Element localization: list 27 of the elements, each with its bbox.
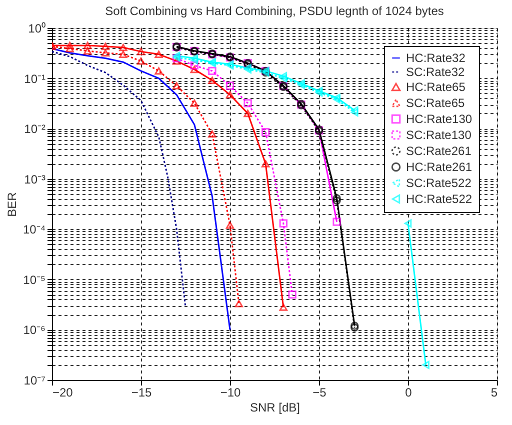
legend-label: SC:Rate32 [406,65,466,79]
y-tick-label: 10⁰ [28,22,46,36]
x-tick-label: 0 [405,386,412,400]
y-tick-label: 10⁻⁶ [23,323,46,338]
legend-label: HC:Rate65 [406,80,466,94]
legend-label: SC:Rate65 [406,96,466,110]
legend-label: SC:Rate130 [406,128,472,142]
y-tick-label: 10⁻⁵ [23,272,46,287]
chart-title: Soft Combining vs Hard Combining, PSDU legnth of 1024 bytes [105,4,444,18]
y-axis-title: BER [4,192,19,217]
y-tick-label: 10⁻³ [24,172,46,186]
x-tick-label: −10 [220,386,241,400]
legend-label: SC:Rate261 [406,144,472,158]
x-tick-label: −5 [312,386,327,400]
legend-label: SC:Rate522 [406,176,472,190]
x-tick-label: −20 [52,386,74,400]
legend-label: HC:Rate261 [406,160,472,174]
legend-label: HC:Rate32 [406,51,466,65]
legend-label: HC:Rate522 [406,192,472,206]
y-tick-label: 10⁻¹ [24,72,46,86]
legend-label: HC:Rate130 [406,112,472,126]
x-tick-label: −15 [131,386,152,400]
y-tick-label: 10⁻⁴ [22,222,46,237]
y-tick-label: 10⁻⁷ [24,374,46,388]
y-tick-label: 10⁻² [24,122,46,136]
x-tick-label: 5 [490,386,498,400]
x-axis-title: SNR [dB] [250,400,300,414]
